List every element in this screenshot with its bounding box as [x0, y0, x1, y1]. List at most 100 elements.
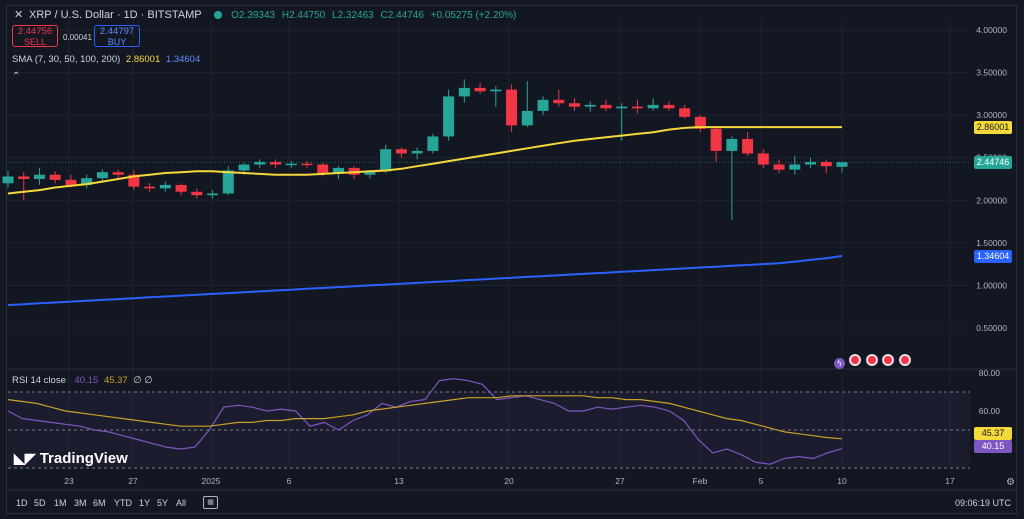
candle-body — [112, 172, 124, 175]
candle-body — [238, 164, 250, 171]
flag-icon[interactable] — [882, 354, 895, 366]
candle-body — [600, 104, 612, 109]
candle-body — [222, 170, 234, 194]
candle-body — [301, 163, 313, 166]
sma-line — [7, 126, 842, 195]
ohlc-low: L2.32463 — [332, 10, 374, 21]
candle-body — [317, 164, 329, 174]
timeframe-button-ytd[interactable]: YTD — [114, 498, 132, 508]
timeframe-button-3m[interactable]: 3M — [74, 498, 87, 508]
tradingview-logo: ◣◤ TradingView — [14, 450, 128, 467]
candle-body — [159, 184, 171, 189]
ohlc-open: O2.39343 — [231, 10, 276, 21]
flag-icon[interactable] — [898, 354, 911, 366]
clock: 09:06:19 UTC — [955, 498, 1012, 508]
candle-body — [411, 150, 423, 154]
rsi-legend-value: 40.15 — [74, 375, 99, 386]
timeframe-button-6m[interactable]: 6M — [93, 498, 106, 508]
sma-legend-label: SMA (7, 30, 50, 100, 200) — [12, 54, 121, 65]
x-tick-label: 27 — [128, 476, 138, 486]
x-tick-label: 13 — [394, 476, 404, 486]
y-tick-label: 1.50000 — [976, 238, 1007, 248]
candle-body — [96, 172, 108, 179]
y-tick-label: 4.00000 — [976, 25, 1007, 35]
candle-body — [647, 104, 659, 109]
tradingview-brand-text: TradingView — [39, 450, 128, 467]
rsi-legend[interactable]: RSI 14 close 40.15 45.37 ∅ ∅ — [12, 375, 153, 386]
sma-legend-value-short: 2.86001 — [125, 54, 161, 65]
candle-body — [521, 110, 533, 126]
candle-body — [616, 106, 628, 109]
sell-button[interactable]: 2.44756 SELL — [12, 25, 58, 47]
sma-legend[interactable]: SMA (7, 30, 50, 100, 200) 2.86001 1.3460… — [12, 54, 200, 65]
buy-label: BUY — [107, 37, 127, 47]
x-tick-label: 23 — [64, 476, 74, 486]
candle-body — [820, 161, 832, 167]
spread-value: 0.00041 — [63, 33, 92, 42]
sma-legend-value-long: 1.34604 — [165, 54, 201, 65]
candle-body — [537, 99, 549, 111]
candle-body — [332, 167, 344, 174]
sma-line — [7, 255, 843, 306]
close-icon[interactable]: ✕ — [14, 9, 24, 21]
tradingview-logo-icon: ◣◤ — [14, 450, 36, 466]
candle-body — [789, 164, 801, 170]
market-status-icon — [214, 11, 223, 20]
candle-body — [584, 104, 596, 107]
x-tick-label: 2025 — [202, 476, 221, 486]
candle-body — [490, 89, 502, 92]
candle-body — [191, 191, 203, 196]
rsi-y-tick-label: 60.00 — [979, 406, 1001, 416]
rsi-y-tick-label: 80.00 — [979, 368, 1001, 378]
candle-body — [270, 161, 282, 165]
timeframe-button-1y[interactable]: 1Y — [139, 498, 151, 508]
timeframe-button-5y[interactable]: 5Y — [157, 498, 169, 508]
y-tick-label: 2.00000 — [976, 195, 1007, 205]
rsi-legend-extra: ∅ ∅ — [133, 375, 153, 386]
candle-body — [175, 184, 187, 192]
timeframe-button-all[interactable]: All — [176, 498, 187, 508]
timeframe-button-1d[interactable]: 1D — [16, 498, 28, 508]
y-tick-label: 3.00000 — [976, 110, 1007, 120]
candle-body — [710, 128, 722, 151]
candle-body — [49, 174, 61, 180]
candle-body — [726, 138, 738, 151]
x-tick-label: 17 — [945, 476, 955, 486]
sell-label: SELL — [23, 37, 47, 47]
candle-body — [694, 116, 706, 129]
candle-body — [663, 104, 675, 109]
timeframe-button-5d[interactable]: 5D — [34, 498, 46, 508]
settings-gear-icon[interactable]: ⚙ — [1006, 477, 1015, 488]
timeframe-button-1m[interactable]: 1M — [54, 498, 67, 508]
candle-body — [380, 149, 392, 172]
flag-icon[interactable] — [865, 354, 878, 366]
candle-body — [474, 87, 486, 92]
candle-body — [207, 193, 219, 196]
flag-icon[interactable] — [849, 354, 862, 366]
candle-body — [2, 176, 14, 184]
collapse-legend-icon[interactable]: ⌃ — [12, 71, 21, 82]
buy-price: 2.44797 — [99, 26, 135, 37]
candle-body — [285, 163, 297, 166]
candle-body — [395, 149, 407, 154]
y-tick-label: 1.00000 — [976, 280, 1007, 290]
candle-body — [553, 99, 565, 104]
calendar-icon[interactable]: ▦ — [203, 496, 218, 509]
candle-body — [254, 161, 266, 165]
symbol-title[interactable]: XRP / U.S. Dollar · 1D · BITSTAMP — [29, 9, 202, 21]
lightning-icon[interactable]: ϟ — [834, 358, 845, 369]
candle-body — [836, 162, 848, 167]
price-tag-rsi: 40.15 — [974, 440, 1012, 453]
rsi-legend-ma-value: 45.37 — [103, 375, 128, 386]
candle-body — [144, 186, 156, 189]
candle-body — [773, 164, 785, 170]
symbol-legend: ✕ XRP / U.S. Dollar · 1D · BITSTAMP O2.3… — [14, 8, 516, 21]
candle-body — [757, 153, 769, 165]
candle-body — [128, 174, 140, 187]
price-tag-sma-short: 2.86001 — [974, 121, 1012, 134]
rsi-legend-label: RSI 14 close — [12, 375, 66, 386]
event-flags[interactable]: ϟ — [834, 353, 911, 371]
candle-body — [427, 136, 439, 151]
buy-button[interactable]: 2.44797 BUY — [94, 25, 140, 47]
